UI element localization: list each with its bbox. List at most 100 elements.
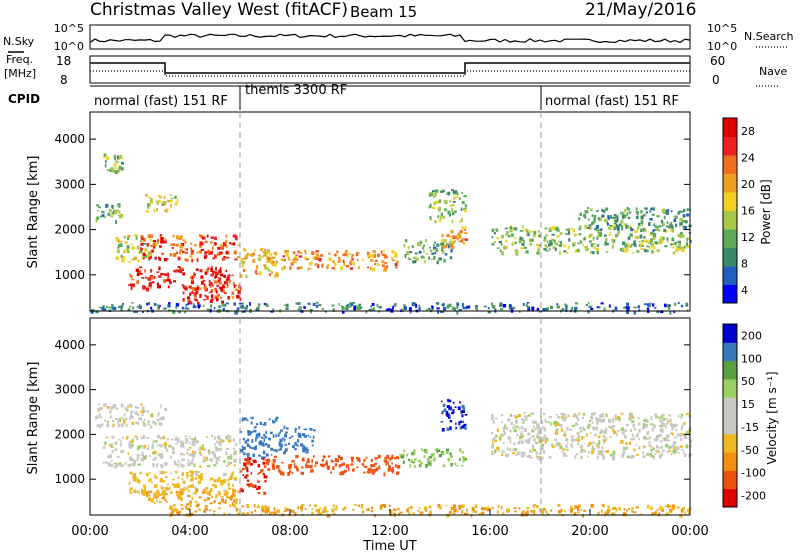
echo-cell	[655, 228, 659, 231]
echo-cell	[142, 490, 146, 493]
echo-cell	[187, 296, 191, 300]
echo-cell	[529, 230, 533, 233]
echo-cell	[203, 255, 206, 259]
echo-cell	[562, 244, 565, 246]
echo-cell	[452, 409, 455, 414]
echo-cell	[128, 261, 132, 263]
echo-cell	[189, 292, 192, 296]
echo-cell	[616, 416, 620, 420]
echo-cell	[163, 442, 167, 446]
echo-cell	[175, 243, 179, 247]
echo-cell	[246, 483, 250, 486]
echo-cell	[348, 306, 352, 308]
echo-cell	[127, 250, 130, 254]
echo-cell	[514, 227, 518, 230]
echo-cell	[184, 258, 187, 261]
echo-cell	[637, 423, 639, 426]
echo-cell	[334, 458, 338, 462]
echo-cell	[114, 441, 118, 445]
echo-cell	[674, 449, 678, 454]
echo-cell	[222, 439, 225, 443]
echo-cell	[654, 453, 657, 455]
echo-cell	[449, 235, 452, 238]
echo-cell	[130, 413, 132, 417]
echo-cell	[288, 437, 292, 439]
echo-cell	[429, 216, 432, 219]
echo-cell	[562, 448, 566, 451]
echo-cell	[209, 299, 213, 303]
echo-cell	[549, 242, 553, 246]
echo-cell	[267, 269, 272, 272]
echo-cell	[154, 422, 157, 426]
echo-cell	[169, 253, 173, 255]
echo-cell	[130, 283, 133, 287]
echo-cell	[264, 266, 267, 270]
echo-cell	[624, 245, 626, 249]
echo-cell	[526, 455, 528, 458]
echo-cell	[173, 509, 176, 512]
echo-cell	[95, 310, 99, 314]
echo-cell	[597, 445, 600, 449]
noise-left-tick-top: 10^5	[54, 22, 84, 35]
echo-cell	[320, 254, 324, 257]
echo-cell	[243, 462, 247, 467]
echo-cell	[191, 291, 194, 294]
echo-cell	[130, 439, 134, 443]
echo-cell	[665, 424, 667, 428]
echo-cell	[254, 484, 257, 488]
power-colorbar-label: Power [dB]	[759, 179, 773, 244]
echo-cell	[241, 467, 245, 471]
echo-cell	[397, 507, 400, 511]
echo-cell	[188, 441, 191, 445]
echo-cell	[273, 263, 277, 267]
echo-cell	[158, 194, 161, 198]
echo-cell	[536, 434, 539, 439]
echo-cell	[159, 404, 162, 409]
echo-cell	[286, 303, 289, 308]
echo-cell	[452, 235, 455, 239]
echo-cell	[563, 245, 566, 248]
echo-cell	[449, 426, 452, 431]
echo-cell	[177, 460, 180, 463]
echo-cell	[262, 457, 265, 461]
echo-cell	[266, 252, 268, 257]
echo-cell	[299, 252, 303, 254]
echo-cell	[548, 455, 552, 459]
echo-cell	[200, 474, 203, 478]
power-colorbar-frame	[722, 117, 738, 304]
echo-cell	[538, 456, 543, 461]
echo-cell	[326, 465, 330, 470]
echo-cell	[588, 305, 592, 308]
echo-cell	[519, 236, 522, 241]
echo-cell	[129, 487, 133, 490]
echo-cell	[274, 418, 278, 422]
echo-cell	[524, 512, 528, 517]
echo-cell	[350, 456, 354, 459]
echo-cell	[456, 305, 459, 310]
echo-cell	[160, 417, 163, 421]
echo-cell	[142, 409, 146, 413]
echo-cell	[573, 242, 577, 245]
echo-cell	[528, 438, 531, 441]
echo-cell	[102, 446, 106, 450]
echo-cell	[315, 302, 319, 304]
echo-cell	[177, 513, 180, 516]
echo-cell	[129, 273, 131, 276]
echo-cell	[495, 434, 498, 438]
echo-cell	[561, 308, 565, 311]
echo-cell	[169, 491, 173, 494]
echo-cell	[443, 258, 446, 263]
echo-cell	[647, 441, 651, 444]
echo-cell	[656, 508, 659, 512]
echo-cell	[596, 229, 600, 231]
echo-cell	[640, 215, 644, 220]
echo-cell	[305, 252, 307, 255]
echo-cell	[173, 484, 177, 488]
echo-cell	[281, 437, 285, 440]
echo-cell	[436, 200, 440, 204]
echo-cell	[287, 255, 289, 259]
echo-cell	[618, 507, 621, 511]
echo-cell	[387, 461, 389, 465]
echo-cell	[571, 438, 575, 442]
